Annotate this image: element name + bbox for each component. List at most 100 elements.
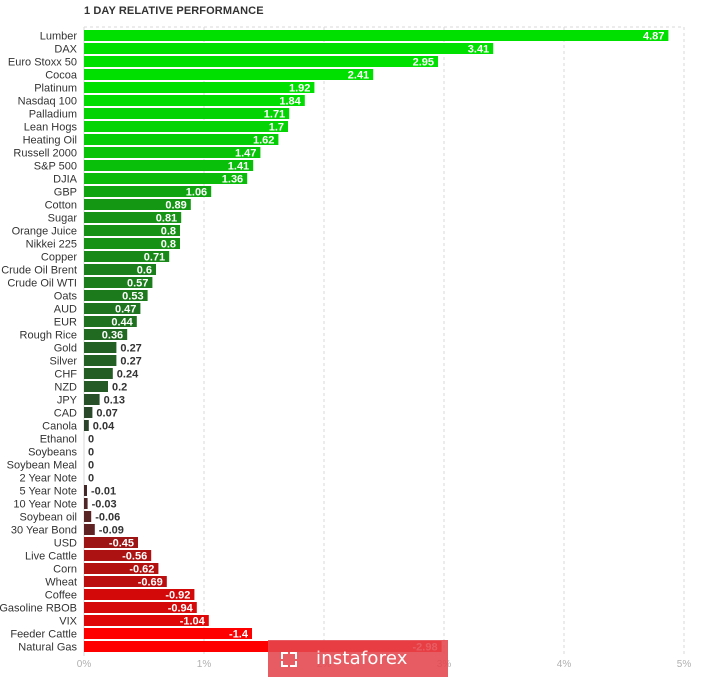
bar [84, 56, 438, 67]
category-label: Oats [54, 291, 78, 303]
bar [84, 186, 212, 197]
value-label: 0.71 [144, 252, 165, 264]
value-label: 0.53 [122, 291, 143, 303]
category-label: Canola [42, 421, 78, 433]
bar [84, 381, 108, 392]
category-label: Natural Gas [18, 642, 77, 654]
value-label: 0.81 [156, 213, 177, 225]
category-label: CAD [54, 408, 77, 420]
bar [84, 173, 248, 184]
bar [84, 43, 494, 54]
value-label: 1.06 [186, 187, 207, 199]
category-label: Palladium [29, 109, 77, 121]
chart-title: 1 DAY RELATIVE PERFORMANCE [84, 5, 264, 17]
bar [84, 95, 305, 106]
value-label: -0.92 [165, 590, 190, 602]
value-label: 0.04 [93, 421, 115, 433]
category-label: DJIA [53, 174, 78, 186]
bar [84, 108, 290, 119]
category-label: Platinum [34, 83, 77, 95]
bar [84, 641, 442, 652]
watermark-text: instaforex [316, 648, 408, 669]
bar [84, 225, 180, 236]
bar [84, 355, 117, 366]
instaforex-logo-icon [281, 652, 297, 667]
value-label: -1.04 [180, 616, 206, 628]
category-label: Crude Oil WTI [7, 278, 77, 290]
value-label: 0.36 [102, 330, 123, 342]
bar [84, 160, 254, 171]
bar [84, 537, 138, 548]
category-label: Silver [49, 356, 77, 368]
value-label: -1.4 [229, 629, 249, 641]
bar [84, 303, 141, 314]
bar [84, 589, 195, 600]
value-label: 0.07 [96, 408, 117, 420]
category-label: Nasdaq 100 [18, 96, 77, 108]
bar [84, 576, 167, 587]
category-label: Lean Hogs [24, 122, 78, 134]
x-tick-label: 5% [677, 659, 692, 670]
value-label: 0.6 [137, 265, 152, 277]
bar [84, 524, 95, 535]
bar [84, 511, 92, 522]
value-label: 1.92 [289, 83, 310, 95]
bar [84, 628, 252, 639]
bar [84, 394, 100, 405]
value-label: 1.84 [279, 96, 301, 108]
value-label: 0.13 [104, 395, 125, 407]
category-label: Russell 2000 [13, 148, 77, 160]
value-label: 0 [88, 434, 94, 446]
category-label: VIX [59, 616, 77, 628]
bar [84, 602, 197, 613]
bar [84, 134, 279, 145]
x-tick-label: 4% [557, 659, 572, 670]
category-label: Copper [41, 252, 77, 264]
bar [84, 251, 170, 262]
value-label: -0.94 [168, 603, 194, 615]
category-label: 30 Year Bond [11, 525, 77, 537]
value-label: -0.06 [95, 512, 120, 524]
bar [84, 147, 261, 158]
category-label: 5 Year Note [20, 486, 78, 498]
category-label: Lumber [40, 31, 78, 43]
category-label: Live Cattle [25, 551, 77, 563]
category-label: Soybean oil [20, 512, 78, 524]
bar [84, 30, 669, 41]
value-label: 0 [88, 473, 94, 485]
value-label: 1.71 [264, 109, 285, 121]
value-label: 4.87 [643, 31, 664, 43]
value-label: -0.01 [91, 486, 116, 498]
category-label: S&P 500 [34, 161, 77, 173]
bar [84, 82, 315, 93]
bar [84, 420, 89, 431]
category-label: Orange Juice [12, 226, 77, 238]
value-label: 2.41 [348, 70, 369, 82]
value-label: -0.03 [92, 499, 117, 511]
value-label: 3.41 [468, 44, 489, 56]
category-label: Ethanol [40, 434, 77, 446]
category-label: 2 Year Note [20, 473, 78, 485]
category-label: DAX [54, 44, 77, 56]
bar [84, 290, 148, 301]
bar [84, 342, 117, 353]
instaforex-watermark: instaforex [268, 640, 448, 677]
bar [84, 329, 128, 340]
bar [84, 563, 159, 574]
category-label: Coffee [45, 590, 77, 602]
value-label: 1.47 [235, 148, 256, 160]
value-label: 1.7 [269, 122, 284, 134]
value-label: -0.69 [138, 577, 163, 589]
category-label: Cotton [45, 200, 77, 212]
bar [84, 485, 87, 496]
bar [84, 238, 180, 249]
value-label: 0 [88, 447, 94, 459]
value-label: 1.62 [253, 135, 274, 147]
bar [84, 407, 93, 418]
category-label: Corn [53, 564, 77, 576]
value-label: 0.27 [120, 356, 141, 368]
bar [84, 199, 191, 210]
bar [84, 316, 137, 327]
value-label: 1.36 [222, 174, 243, 186]
